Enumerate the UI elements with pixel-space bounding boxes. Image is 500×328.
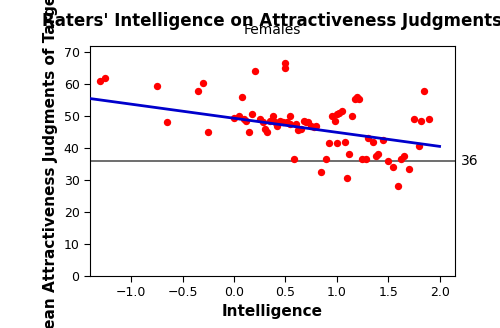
- Point: [335, 110, 343, 115]
- Point: [276, 118, 284, 123]
- Point: [333, 112, 341, 117]
- Point: [390, 164, 398, 170]
- Point: [362, 156, 370, 162]
- Point: [102, 75, 110, 80]
- Point: [297, 126, 305, 132]
- Point: [240, 117, 248, 122]
- Point: [286, 113, 294, 119]
- Point: [294, 128, 302, 133]
- Point: [374, 152, 382, 157]
- Point: [96, 78, 104, 84]
- Point: [348, 113, 356, 119]
- Point: [333, 141, 341, 146]
- Point: [384, 158, 392, 163]
- Point: [312, 123, 320, 128]
- Point: [163, 120, 171, 125]
- Point: [235, 113, 243, 119]
- Point: [282, 66, 290, 71]
- Point: [404, 166, 412, 171]
- Point: [284, 120, 292, 125]
- Point: [343, 175, 351, 181]
- Point: [290, 156, 298, 162]
- Point: [341, 139, 349, 144]
- Point: [322, 156, 330, 162]
- Point: [352, 96, 360, 101]
- Point: [204, 129, 212, 134]
- Point: [261, 126, 269, 132]
- Point: [256, 117, 264, 122]
- Point: [426, 117, 434, 122]
- Point: [417, 118, 425, 123]
- Point: [300, 118, 308, 123]
- Point: [242, 118, 250, 123]
- Point: [280, 120, 287, 125]
- Point: [282, 61, 290, 66]
- Point: [292, 121, 300, 127]
- Point: [358, 156, 366, 162]
- Point: [307, 123, 315, 128]
- Point: [286, 121, 294, 127]
- Point: [238, 94, 246, 100]
- Point: [271, 120, 279, 125]
- Point: [368, 139, 376, 144]
- Point: [396, 156, 404, 162]
- Point: [394, 184, 402, 189]
- Point: [273, 123, 281, 128]
- Point: [420, 88, 428, 93]
- Point: [345, 152, 353, 157]
- Text: 36: 36: [460, 154, 478, 168]
- Point: [263, 129, 271, 134]
- Point: [250, 69, 258, 74]
- Point: [304, 120, 312, 125]
- Point: [153, 83, 161, 89]
- Point: [364, 136, 372, 141]
- Point: [269, 113, 277, 119]
- Point: [338, 109, 346, 114]
- Point: [410, 117, 418, 122]
- X-axis label: Intelligence: Intelligence: [222, 304, 323, 319]
- Point: [372, 153, 380, 158]
- Title: Raters' Intelligence on Attractiveness Judgments: Raters' Intelligence on Attractiveness J…: [42, 12, 500, 31]
- Point: [379, 137, 387, 143]
- Point: [246, 129, 254, 134]
- Point: [199, 80, 207, 85]
- Point: [324, 141, 332, 146]
- Point: [415, 144, 423, 149]
- Point: [258, 120, 266, 125]
- Point: [248, 112, 256, 117]
- Point: [194, 88, 202, 93]
- Point: [356, 96, 364, 101]
- Point: [318, 169, 326, 174]
- Point: [302, 120, 310, 125]
- Point: [400, 153, 407, 158]
- Point: [328, 113, 336, 119]
- Text: Females: Females: [244, 23, 301, 37]
- Point: [310, 125, 318, 130]
- Point: [330, 118, 338, 123]
- Y-axis label: Mean Attractiveness Judgments of Targets: Mean Attractiveness Judgments of Targets: [43, 0, 58, 328]
- Point: [354, 94, 362, 100]
- Point: [230, 115, 238, 120]
- Point: [266, 118, 274, 123]
